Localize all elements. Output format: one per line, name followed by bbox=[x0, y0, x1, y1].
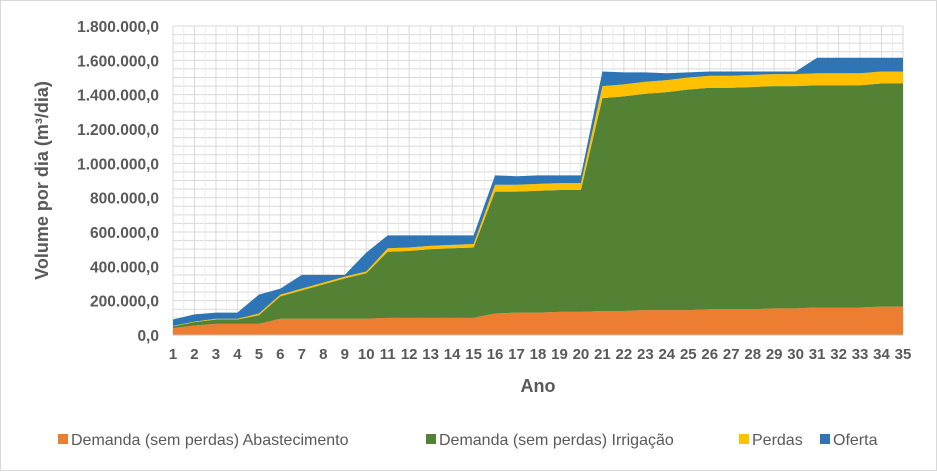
legend-item: Oferta bbox=[820, 432, 878, 449]
area-layer bbox=[173, 57, 903, 335]
legend-swatch bbox=[58, 434, 68, 444]
x-tick-label: 8 bbox=[319, 346, 327, 363]
y-tick-label: 1.000.000,0 bbox=[77, 156, 159, 173]
x-tick-label: 34 bbox=[873, 346, 890, 363]
legend-label: Oferta bbox=[833, 432, 878, 449]
legend-item: Perdas bbox=[739, 432, 803, 449]
x-tick-label: 10 bbox=[358, 346, 375, 363]
x-tick-label: 25 bbox=[680, 346, 697, 363]
y-tick-label: 400.000,0 bbox=[90, 259, 159, 276]
x-tick-label: 31 bbox=[809, 346, 826, 363]
y-tick-label: 600.000,0 bbox=[90, 225, 159, 242]
x-tick-label: 22 bbox=[616, 346, 633, 363]
x-tick-label: 9 bbox=[341, 346, 349, 363]
y-tick-label: 200.000,0 bbox=[90, 294, 159, 311]
x-tick-label: 35 bbox=[895, 346, 912, 363]
x-tick-label: 4 bbox=[233, 346, 242, 363]
legend: Demanda (sem perdas) Abastecimento Demand… bbox=[58, 432, 878, 449]
x-tick-label: 19 bbox=[551, 346, 568, 363]
legend-label: Demanda (sem perdas) Abastecimento bbox=[71, 432, 349, 449]
legend-label: Demanda (sem perdas) Irrigação bbox=[439, 432, 674, 449]
x-tick-label: 3 bbox=[212, 346, 220, 363]
x-tick-label: 33 bbox=[852, 346, 869, 363]
y-tick-label: 1.800.000,0 bbox=[77, 19, 159, 36]
x-tick-label: 5 bbox=[255, 346, 263, 363]
y-tick-label: 1.200.000,0 bbox=[77, 122, 159, 139]
legend-swatch bbox=[426, 434, 436, 444]
x-tick-label: 14 bbox=[444, 346, 461, 363]
x-tick-label: 6 bbox=[276, 346, 284, 363]
x-tick-label: 15 bbox=[465, 346, 482, 363]
x-tick-label: 17 bbox=[508, 346, 525, 363]
area-series-2 bbox=[173, 83, 903, 329]
x-tick-label: 12 bbox=[401, 346, 418, 363]
x-tick-labels: 1 2 3 4 5 6 7 8 9 10 11 12 13 14 15 16 17 18 19 20 21 22 23 24 2… bbox=[169, 346, 912, 363]
x-tick-label: 27 bbox=[723, 346, 740, 363]
x-tick-label: 18 bbox=[530, 346, 547, 363]
y-axis-title: Volume por dia (m³/dia) bbox=[32, 81, 52, 280]
x-tick-label: 30 bbox=[787, 346, 804, 363]
x-tick-label: 11 bbox=[380, 346, 396, 363]
legend-item: Demanda (sem perdas) Irrigação bbox=[426, 432, 674, 449]
area-series-1 bbox=[173, 306, 903, 335]
legend-swatch bbox=[820, 434, 830, 444]
y-tick-labels: 0,0 200.000,0 400.000,0 600.000,0 800.000,0 1… bbox=[77, 19, 159, 345]
x-tick-label: 28 bbox=[744, 346, 761, 363]
x-tick-label: 26 bbox=[701, 346, 718, 363]
y-tick-label: 1.400.000,0 bbox=[77, 88, 159, 105]
x-tick-label: 7 bbox=[298, 346, 306, 363]
legend-item: Demanda (sem perdas) Abastecimento bbox=[58, 432, 349, 449]
y-tick-label: 800.000,0 bbox=[90, 191, 159, 208]
x-tick-label: 32 bbox=[830, 346, 847, 363]
x-tick-label: 23 bbox=[637, 346, 654, 363]
legend-swatch bbox=[739, 434, 749, 444]
x-tick-label: 16 bbox=[487, 346, 504, 363]
y-tick-label: 1.600.000,0 bbox=[77, 53, 159, 70]
x-tick-label: 13 bbox=[422, 346, 439, 363]
x-tick-label: 1 bbox=[169, 346, 177, 363]
legend-label: Perdas bbox=[752, 432, 803, 449]
y-tick-label: 0,0 bbox=[137, 328, 159, 345]
x-tick-label: 20 bbox=[573, 346, 590, 363]
x-tick-label: 29 bbox=[766, 346, 783, 363]
x-axis-title: Ano bbox=[521, 376, 556, 396]
x-tick-label: 21 bbox=[594, 346, 611, 363]
x-tick-label: 24 bbox=[658, 346, 675, 363]
x-tick-label: 2 bbox=[190, 346, 198, 363]
